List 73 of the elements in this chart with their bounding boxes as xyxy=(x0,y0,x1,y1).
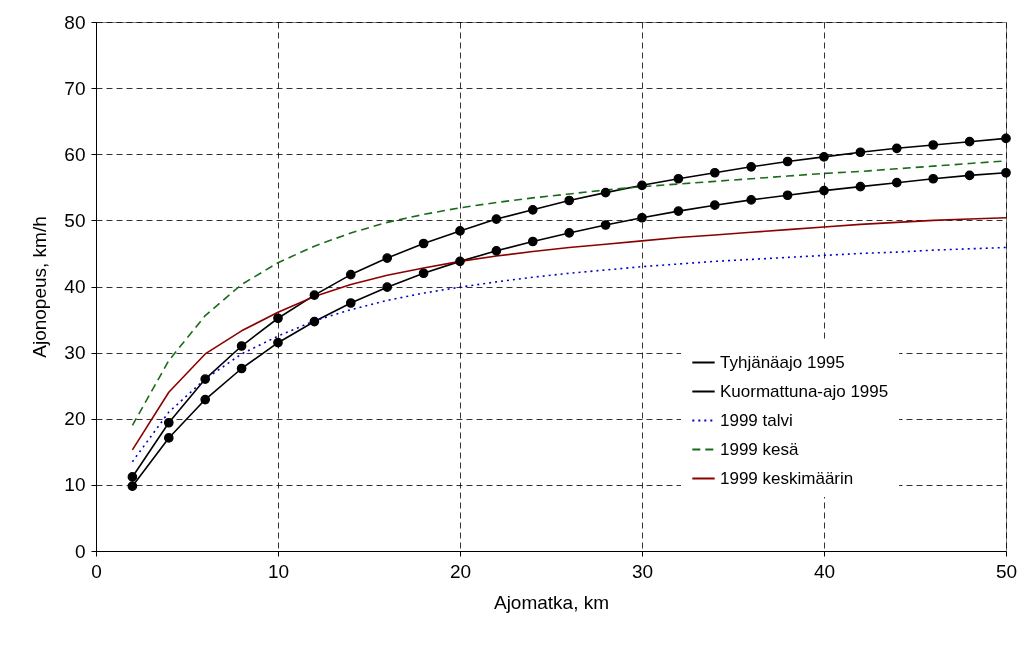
point xyxy=(782,190,793,201)
point xyxy=(163,417,174,428)
point xyxy=(673,173,684,184)
legend-label: 1999 kesä xyxy=(720,439,799,459)
point xyxy=(782,156,793,167)
point xyxy=(746,161,757,172)
point xyxy=(309,316,320,327)
y-tick-label: 50 xyxy=(64,209,86,231)
point xyxy=(819,152,829,162)
point xyxy=(964,136,975,147)
y-tick-label: 30 xyxy=(64,342,86,364)
x-tick-label: 0 xyxy=(91,560,102,582)
point xyxy=(637,180,647,191)
point xyxy=(928,140,939,150)
point xyxy=(345,298,356,308)
point xyxy=(236,341,247,351)
legend-label: 1999 keskimäärin xyxy=(720,468,854,488)
point xyxy=(491,245,502,256)
point xyxy=(163,433,174,443)
point xyxy=(418,238,429,249)
x-axis-title: Ajomatka, km xyxy=(493,591,610,613)
point xyxy=(273,337,283,348)
point xyxy=(564,195,575,206)
point xyxy=(855,147,866,158)
point xyxy=(855,181,866,192)
point xyxy=(600,187,611,198)
point xyxy=(1001,133,1011,144)
point xyxy=(200,394,211,405)
point xyxy=(637,212,647,223)
point xyxy=(600,220,611,230)
point xyxy=(746,195,757,205)
y-tick-label: 60 xyxy=(64,143,86,165)
y-tick-label: 80 xyxy=(64,11,86,33)
point xyxy=(273,313,283,324)
x-tick-label: 40 xyxy=(813,560,836,582)
x-tick-label: 50 xyxy=(995,560,1018,582)
x-tick-label: 20 xyxy=(449,560,472,582)
point xyxy=(527,236,538,247)
point xyxy=(709,167,720,178)
point xyxy=(418,268,429,279)
point xyxy=(491,214,502,224)
point xyxy=(455,226,465,236)
point xyxy=(527,204,538,215)
legend-label: Tyhjänäajo 1995 xyxy=(720,352,845,372)
line-series xyxy=(131,246,1007,463)
point xyxy=(200,374,211,384)
y-tick-label: 20 xyxy=(64,408,86,430)
point xyxy=(382,282,393,292)
point xyxy=(673,206,684,216)
y-tick-label: 10 xyxy=(64,474,86,496)
point xyxy=(309,290,320,300)
point xyxy=(709,200,720,210)
point xyxy=(455,256,465,267)
point xyxy=(127,481,138,492)
point xyxy=(127,472,138,482)
x-tick-label: 30 xyxy=(631,560,654,582)
point xyxy=(236,363,247,374)
point xyxy=(891,177,902,188)
point xyxy=(964,170,975,181)
point xyxy=(928,173,939,184)
y-tick-label: 40 xyxy=(64,276,86,297)
point xyxy=(564,228,575,238)
point xyxy=(382,253,393,263)
x-tick-label: 10 xyxy=(267,560,290,582)
point xyxy=(891,143,902,154)
point xyxy=(345,269,356,280)
legend-label: Kuormattuna-ajo 1995 xyxy=(720,381,889,401)
point xyxy=(1001,167,1011,178)
y-tick-label: 70 xyxy=(64,77,86,99)
point xyxy=(819,185,829,196)
legend-label: 1999 talvi xyxy=(720,410,793,430)
y-tick-label: 0 xyxy=(74,540,86,562)
y-axis-title: Ajonopeus, km/h xyxy=(29,216,51,358)
